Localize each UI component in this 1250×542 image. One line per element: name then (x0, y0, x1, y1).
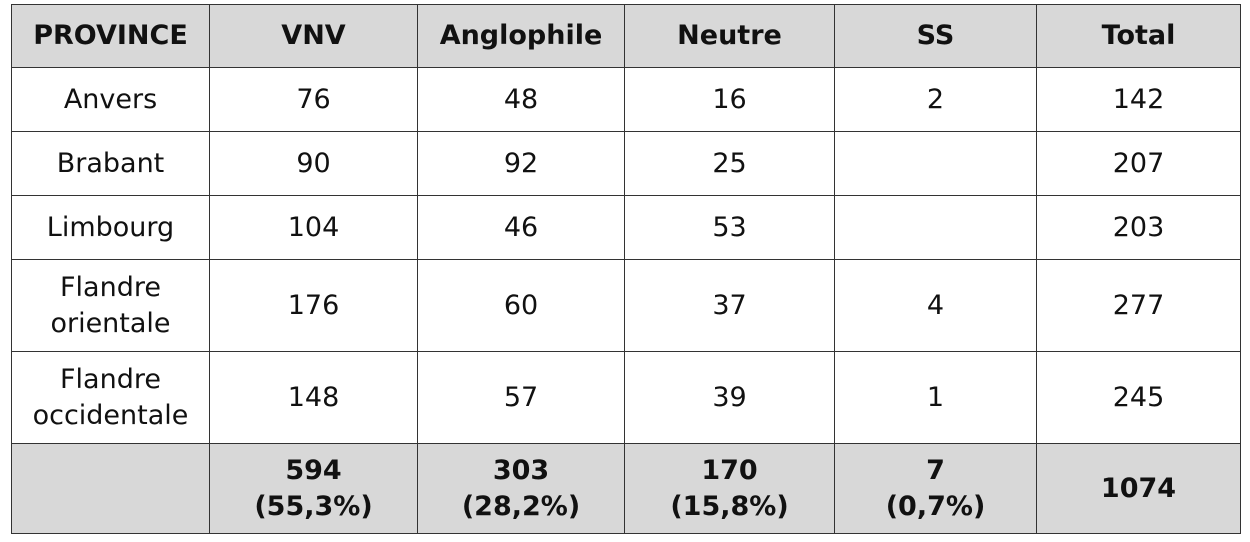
province-cell: Flandre occidentale (11, 351, 210, 444)
value-cell: 203 (1036, 195, 1241, 260)
results-table: PROVINCE VNV Anglophile Neutre SS Total Anver… (11, 4, 1241, 534)
value-cell: 48 (417, 67, 625, 132)
value-cell: 207 (1036, 131, 1241, 196)
header-cell: Total (1036, 4, 1241, 68)
province-cell: Brabant (11, 131, 210, 196)
table-row: Limbourg 104 46 53 203 (11, 195, 1241, 260)
value-cell: 25 (624, 131, 835, 196)
value-cell: 92 (417, 131, 625, 196)
table-row: Brabant 90 92 25 207 (11, 131, 1241, 196)
value-cell: 16 (624, 67, 835, 132)
footer-cell: 303 (28,2%) (417, 443, 625, 534)
footer-share: (0,7%) (885, 490, 986, 522)
value-cell: 142 (1036, 67, 1241, 132)
table-row: Flandre orientale 176 60 37 4 277 (11, 259, 1241, 352)
value-cell: 245 (1036, 351, 1241, 444)
value-cell: 176 (209, 259, 418, 352)
table-row: Flandre occidentale 148 57 39 1 245 (11, 351, 1241, 444)
footer-total: 303 (492, 455, 550, 487)
table-header: PROVINCE VNV Anglophile Neutre SS Total (11, 4, 1241, 68)
value-cell: 104 (209, 195, 418, 260)
footer-cell: 7 (0,7%) (834, 443, 1037, 534)
value-cell: 1 (834, 351, 1037, 444)
value-cell: 148 (209, 351, 418, 444)
table-body: Anvers 76 48 16 2 142 Brabant 90 92 25 207 Limbourg… (11, 67, 1241, 444)
footer-share: (28,2%) (461, 490, 581, 522)
footer-total: 7 (926, 455, 945, 487)
value-cell: 39 (624, 351, 835, 444)
value-cell: 4 (834, 259, 1037, 352)
value-cell: 277 (1036, 259, 1241, 352)
footer-row: 594 (55,3%) 303 (28,2%) 170 (15,8%) 7 (0,7%) 107… (11, 443, 1241, 534)
value-cell: 46 (417, 195, 625, 260)
province-cell: Anvers (11, 67, 210, 132)
footer-cell: 594 (55,3%) (209, 443, 418, 534)
footer-total: 594 (285, 455, 342, 487)
value-cell: 76 (209, 67, 418, 132)
footer-cell: 170 (15,8%) (624, 443, 835, 534)
value-cell: 53 (624, 195, 835, 260)
footer-total: 170 (701, 455, 758, 487)
province-cell: Flandre orientale (11, 259, 210, 352)
header-row: PROVINCE VNV Anglophile Neutre SS Total (11, 4, 1241, 68)
header-cell: VNV (209, 4, 418, 68)
header-cell: PROVINCE (11, 4, 210, 68)
header-cell: Neutre (624, 4, 835, 68)
table-footer: 594 (55,3%) 303 (28,2%) 170 (15,8%) 7 (0,7%) 107… (11, 443, 1241, 534)
table-row: Anvers 76 48 16 2 142 (11, 67, 1241, 132)
header-cell: SS (834, 4, 1037, 68)
value-cell: 37 (624, 259, 835, 352)
footer-total: 1074 (1100, 472, 1177, 504)
value-cell: 90 (209, 131, 418, 196)
empty-cell (834, 131, 1037, 196)
value-cell: 57 (417, 351, 625, 444)
footer-share: (15,8%) (670, 490, 789, 522)
value-cell: 2 (834, 67, 1037, 132)
province-cell: Limbourg (11, 195, 210, 260)
footer-cell (11, 443, 210, 534)
empty-cell (834, 195, 1037, 260)
header-cell: Anglophile (417, 4, 625, 68)
footer-cell: 1074 (1036, 443, 1241, 534)
footer-share: (55,3%) (254, 490, 373, 522)
value-cell: 60 (417, 259, 625, 352)
